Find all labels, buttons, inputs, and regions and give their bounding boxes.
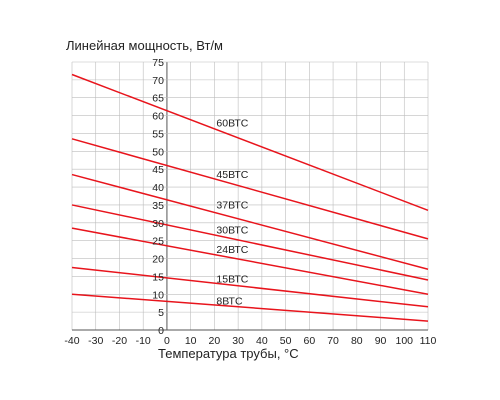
x-tick-label: 30 xyxy=(232,335,244,347)
series-label: 8ВТС xyxy=(216,295,243,307)
y-tick-label: 65 xyxy=(152,93,164,105)
y-tick-label: 60 xyxy=(152,111,164,123)
x-tick-label: 0 xyxy=(164,335,170,347)
x-tick-label: 20 xyxy=(209,335,221,347)
x-tick-label: 70 xyxy=(327,335,339,347)
y-axis-title: Линейная мощность, Вт/м xyxy=(66,38,223,53)
x-tick-labels: -40 -30 -20 -10 0 10 20 30 40 50 60 70 80 90 100 110 xyxy=(64,335,436,347)
y-tick-label: 25 xyxy=(152,236,164,248)
series-label: 45ВТС xyxy=(216,169,248,181)
series-line xyxy=(71,204,429,281)
y-tick-label: 75 xyxy=(152,57,164,69)
series-label: 30ВТС xyxy=(216,225,248,237)
y-tick-label: 20 xyxy=(152,254,164,266)
y-tick-label: 70 xyxy=(152,75,164,87)
y-tick-label: 15 xyxy=(152,271,164,283)
y-tick-label: 5 xyxy=(158,307,164,319)
series-line xyxy=(71,227,429,296)
y-tick-label: 35 xyxy=(152,200,164,212)
y-tick-label: 30 xyxy=(152,218,164,230)
series-label: 60ВТС xyxy=(216,117,248,129)
series-label: 24ВТС xyxy=(216,244,248,256)
series-line xyxy=(71,73,429,211)
series-line xyxy=(71,138,429,240)
y-tick-labels: 0 5 10 15 20 25 30 35 40 45 50 55 60 65 70 75 xyxy=(152,57,164,337)
y-tick-label: 40 xyxy=(152,182,164,194)
x-tick-label: 110 xyxy=(420,335,437,347)
x-tick-label: -20 xyxy=(112,335,127,347)
series-lines xyxy=(71,73,429,322)
series-label: 37ВТС xyxy=(216,200,248,212)
x-tick-label: -40 xyxy=(64,335,79,347)
x-tick-label: 10 xyxy=(185,335,197,347)
y-tick-label: 10 xyxy=(152,289,164,301)
x-tick-label: 100 xyxy=(396,335,414,347)
x-tick-label: 40 xyxy=(256,335,268,347)
series-line xyxy=(71,173,429,270)
y-tick-label: 50 xyxy=(152,146,164,158)
x-tick-label: 90 xyxy=(375,335,387,347)
y-tick-label: 55 xyxy=(152,128,164,140)
y-tick-label: 45 xyxy=(152,164,164,176)
series-label: 15ВТС xyxy=(216,273,248,285)
series-line xyxy=(71,293,429,322)
x-tick-label: -30 xyxy=(88,335,103,347)
y-tick-label: 0 xyxy=(158,325,164,337)
x-tick-label: 50 xyxy=(280,335,292,347)
x-tick-label: 60 xyxy=(303,335,315,347)
x-tick-label: -10 xyxy=(136,335,151,347)
series-line xyxy=(71,266,429,308)
x-axis-title: Температура трубы, °С xyxy=(158,346,299,361)
x-tick-label: 80 xyxy=(351,335,363,347)
grid xyxy=(71,61,429,331)
series-labels: 60ВТС 45ВТС 37ВТС 30ВТС 24ВТС 15ВТС 8ВТС xyxy=(216,117,248,307)
